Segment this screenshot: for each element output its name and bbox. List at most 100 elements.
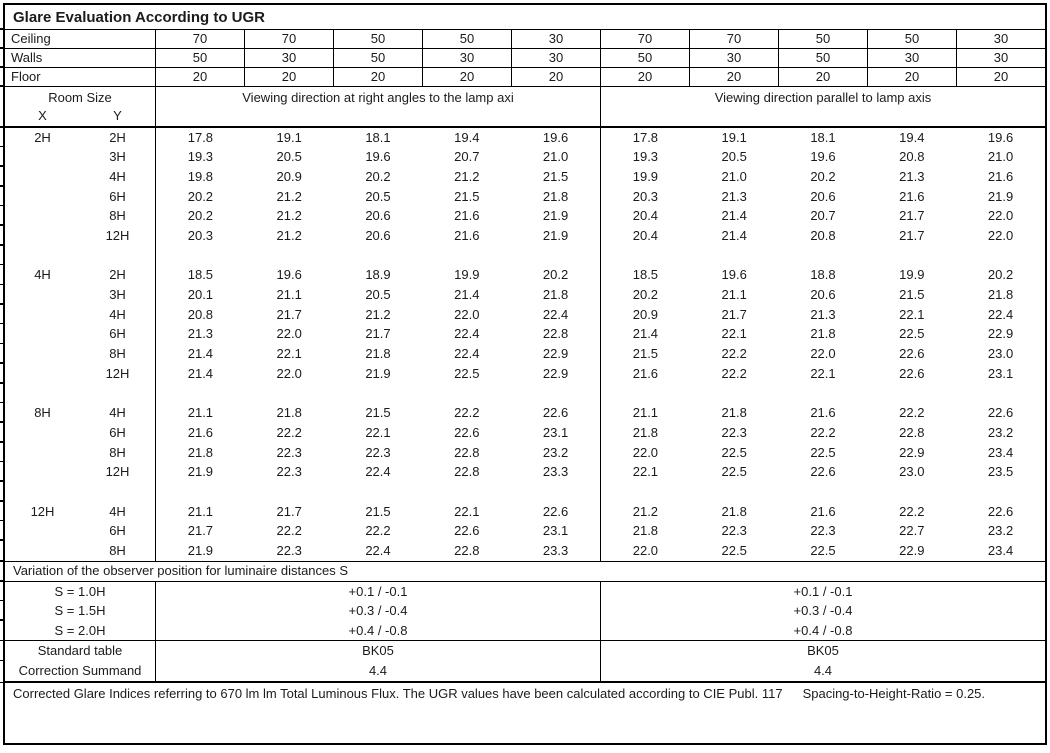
ugr-row: 4H 2H 18.5 19.6 18.9 19.9 20.2 18.5 19.6 18.8 19.9… [0, 263, 1045, 286]
ugr-value-cell: 20.8 [187, 306, 214, 322]
ugr-value-cell: 22.1 [632, 464, 659, 480]
ugr-value-cell: 22.5 [721, 464, 747, 480]
variation-left-value: +0.4 / -0.8 [155, 620, 600, 641]
ugr-value-cell: 22.5 [810, 444, 836, 460]
surface-value-cell: 30 [511, 49, 600, 67]
surface-value-cell: 30 [511, 30, 600, 48]
room-y-label: 4H [109, 503, 126, 519]
ugr-value-cell: 21.2 [632, 503, 659, 519]
room-y-label: 12H [105, 464, 130, 480]
ugr-value-cell: 22.8 [542, 326, 569, 342]
ugr-value-cell: 20.6 [810, 287, 836, 303]
ugr-value-cell: 19.9 [899, 267, 925, 283]
summary-label: Correction Summand [18, 663, 142, 679]
summary-row: Standard table BK05 BK05 [0, 639, 1045, 662]
ugr-value-cell: 23.1 [987, 365, 1014, 381]
ugr-value-cell: 22.8 [454, 464, 480, 480]
ugr-value-cell: 22.2 [810, 424, 836, 440]
ugr-value-cell: 23.0 [899, 464, 925, 480]
room-y-label: 6H [109, 424, 126, 440]
surface-value-cell: 50 [333, 49, 422, 67]
ugr-value-cell: 20.4 [632, 228, 659, 244]
ugr-value-cell: 22.2 [276, 424, 302, 440]
ugr-value-cell: 21.8 [810, 326, 836, 342]
ugr-value-cell: 21.2 [276, 228, 302, 244]
room-y-label: 8H [109, 543, 126, 559]
ugr-value-cell: 21.4 [187, 365, 214, 381]
surface-value-cell: 70 [689, 30, 778, 48]
ugr-value-cell: 22.1 [721, 326, 747, 342]
room-x-label [5, 443, 80, 463]
ugr-row: 6H 21.6 22.2 22.1 22.6 23.1 21.8 22.3 22.2 22.8 23… [0, 421, 1045, 443]
ugr-value-cell: 22.9 [899, 543, 925, 559]
ugr-value-cell: 21.6 [454, 208, 480, 224]
ugr-value-cell: 22.3 [276, 464, 302, 480]
ugr-value-cell: 22.9 [542, 346, 569, 362]
ugr-value-cell: 20.5 [276, 149, 302, 165]
room-x-label: 12H [30, 503, 55, 519]
ugr-value-cell: 20.3 [632, 188, 659, 204]
surface-value-cell: 30 [956, 30, 1045, 48]
footer-ratio-text: Spacing-to-Height-Ratio = 0.25. [802, 686, 986, 702]
surface-value-cell: 50 [600, 49, 689, 67]
ugr-value-cell: 19.6 [987, 129, 1014, 145]
ugr-value-cell: 19.3 [632, 149, 659, 165]
surface-value-cell: 20 [155, 68, 244, 86]
ugr-value-cell: 21.8 [721, 503, 747, 519]
room-y-label: 2H [109, 267, 126, 283]
ugr-value-cell: 19.1 [721, 129, 747, 145]
ugr-value-cell: 21.4 [632, 326, 659, 342]
room-y-label: 4H [109, 405, 126, 421]
ugr-value-cell: 21.8 [276, 405, 302, 421]
ugr-value-cell: 20.4 [632, 208, 659, 224]
ugr-value-cell: 23.4 [987, 444, 1014, 460]
ugr-value-cell: 18.1 [365, 129, 391, 145]
surface-value-cell: 50 [333, 30, 422, 48]
y-column-label: Y [113, 108, 122, 123]
room-y-label: 2H [109, 129, 126, 145]
ugr-value-cell: 22.4 [454, 326, 480, 342]
ugr-value-cell: 21.7 [276, 306, 302, 322]
ugr-value-cell: 18.9 [365, 267, 391, 283]
variation-heading: Variation of the observer position for l… [0, 560, 1045, 582]
surface-value-cell: 30 [867, 49, 956, 67]
variation-row-item: S = 1.5H +0.3 / -0.4 +0.3 / -0.4 [0, 599, 1045, 621]
room-y-label: 12H [105, 228, 130, 244]
ugr-value-cell: 23.2 [987, 523, 1014, 539]
surface-value-cell: 30 [244, 49, 333, 67]
ugr-value-cell: 21.4 [721, 228, 747, 244]
ugr-value-cell: 22.8 [454, 444, 480, 460]
room-x-label [5, 423, 80, 443]
ugr-value-cell: 21.5 [542, 168, 569, 184]
variation-row-item: S = 1.0H +0.1 / -0.1 +0.1 / -0.1 [0, 580, 1045, 602]
ugr-value-cell: 21.9 [542, 208, 569, 224]
ugr-value-cell: 22.0 [987, 228, 1014, 244]
ugr-value-cell: 21.8 [987, 287, 1014, 303]
ugr-value-cell: 21.1 [721, 287, 747, 303]
ugr-value-cell: 20.7 [454, 149, 480, 165]
room-x-label [5, 324, 80, 344]
ugr-value-cell: 22.0 [276, 326, 302, 342]
ugr-value-cell: 22.1 [454, 503, 480, 519]
ugr-value-cell: 22.5 [721, 444, 747, 460]
ugr-value-cell: 22.1 [365, 424, 391, 440]
ugr-value-cell: 21.1 [632, 405, 659, 421]
room-size-header: Room Size X Y [5, 87, 155, 126]
right-angles-section-label: Viewing direction at right angles to the… [155, 87, 600, 126]
room-x-label [5, 285, 80, 305]
room-y-label: 8H [109, 346, 126, 362]
surface-value-cell: 20 [956, 68, 1045, 86]
ugr-value-cell: 20.5 [721, 149, 747, 165]
surface-value-cell: 30 [956, 49, 1045, 67]
ugr-value-cell: 22.6 [987, 503, 1014, 519]
ugr-value-cell: 22.7 [899, 523, 925, 539]
surface-value-cell: 50 [778, 30, 867, 48]
ugr-value-cell: 19.6 [810, 149, 836, 165]
ugr-value-cell: 22.1 [810, 365, 836, 381]
ugr-row: 4H 19.8 20.9 20.2 21.2 21.5 19.9 21.0 20.2 21.3 21… [0, 165, 1045, 187]
ugr-value-cell: 22.3 [721, 523, 747, 539]
ugr-value-cell: 22.0 [987, 208, 1014, 224]
ugr-value-cell: 22.3 [365, 444, 391, 460]
ugr-value-cell: 21.6 [899, 188, 925, 204]
room-x-label [5, 344, 80, 364]
